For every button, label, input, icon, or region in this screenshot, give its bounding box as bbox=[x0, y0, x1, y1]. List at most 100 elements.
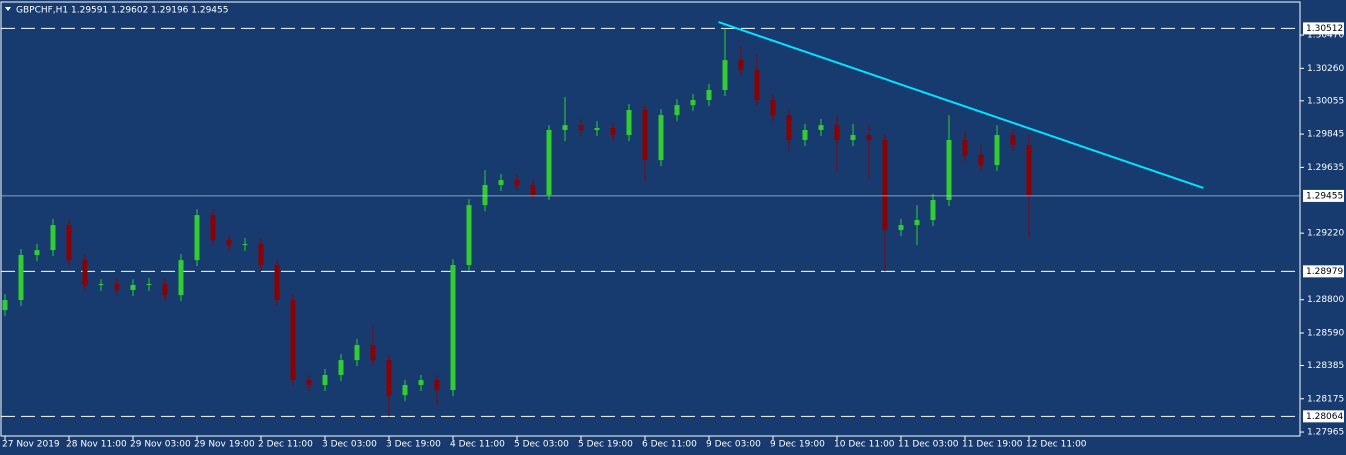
candle-body bbox=[946, 139, 952, 201]
candle-body bbox=[306, 380, 312, 385]
candle-body bbox=[258, 244, 264, 266]
candle-body bbox=[530, 184, 536, 195]
candle-body bbox=[370, 345, 376, 361]
candle-body bbox=[178, 260, 184, 296]
x-tick-label: 28 Nov 11:00 bbox=[66, 440, 127, 450]
candle-body bbox=[722, 60, 728, 91]
x-tick-label: 5 Dec 03:00 bbox=[514, 440, 569, 450]
candle-body bbox=[82, 260, 88, 285]
candle-body bbox=[18, 255, 24, 301]
y-tick-label: 1.28175 bbox=[1307, 394, 1344, 404]
candle-body bbox=[866, 135, 872, 140]
candle-body bbox=[994, 135, 1000, 166]
chart-title: GBPCHF,H1 1.29591 1.29602 1.29196 1.2945… bbox=[16, 6, 228, 16]
x-tick-label: 5 Dec 19:00 bbox=[578, 440, 633, 450]
candle-body bbox=[418, 380, 424, 385]
candle-body bbox=[786, 115, 792, 140]
candle-body bbox=[66, 225, 72, 261]
candle-body bbox=[610, 128, 616, 136]
candle-body bbox=[354, 345, 360, 361]
y-tick-label: 1.30470 bbox=[1307, 31, 1344, 41]
candle-body bbox=[386, 360, 392, 396]
candle-body bbox=[594, 128, 600, 130]
candle-body bbox=[1026, 145, 1032, 196]
candle-body bbox=[34, 250, 40, 256]
x-tick-label: 6 Dec 11:00 bbox=[642, 440, 697, 450]
trendline bbox=[718, 21, 1204, 189]
candle-body bbox=[226, 240, 232, 246]
candle-body bbox=[898, 225, 904, 230]
candle-body bbox=[322, 374, 328, 385]
candle-body bbox=[850, 135, 856, 140]
y-tick-label: 1.29635 bbox=[1307, 163, 1344, 173]
candle-body bbox=[514, 180, 520, 185]
candle-body bbox=[98, 284, 104, 286]
candle-body bbox=[626, 110, 632, 136]
x-tick-label: 9 Dec 03:00 bbox=[706, 440, 761, 450]
price-label: 1.29455 bbox=[1306, 191, 1343, 201]
x-tick-label: 9 Dec 19:00 bbox=[770, 440, 825, 450]
x-tick-label: 27 Nov 2019 bbox=[2, 440, 60, 450]
x-tick-label: 3 Dec 03:00 bbox=[322, 440, 377, 450]
y-tick-label: 1.29845 bbox=[1307, 130, 1344, 140]
price-label: 1.28979 bbox=[1306, 267, 1343, 277]
candle-body bbox=[482, 184, 488, 206]
candle-body bbox=[466, 205, 472, 266]
x-tick-label: 11 Dec 19:00 bbox=[962, 440, 1023, 450]
candle-body bbox=[242, 244, 248, 246]
candle-body bbox=[50, 225, 56, 251]
candle-body bbox=[546, 129, 552, 195]
candle-body bbox=[162, 284, 168, 296]
candle-body bbox=[2, 300, 8, 311]
price-label-box bbox=[1303, 410, 1344, 423]
y-tick-label: 1.28385 bbox=[1307, 361, 1344, 371]
candle-body bbox=[402, 384, 408, 396]
candle-body bbox=[818, 125, 824, 130]
candle-body bbox=[706, 90, 712, 101]
candle-body bbox=[802, 129, 808, 140]
candle-body bbox=[290, 300, 296, 381]
plot-frame bbox=[0, 1, 1301, 437]
x-tick-label: 29 Nov 03:00 bbox=[130, 440, 191, 450]
candle-body bbox=[450, 265, 456, 391]
y-tick-label: 1.27965 bbox=[1307, 428, 1344, 438]
y-tick-label: 1.28800 bbox=[1307, 295, 1344, 305]
candle-body bbox=[930, 200, 936, 220]
candle-body bbox=[274, 265, 280, 301]
x-tick-label: 4 Dec 11:00 bbox=[450, 440, 505, 450]
candle-body bbox=[194, 215, 200, 261]
y-tick-label: 1.29220 bbox=[1307, 229, 1344, 239]
candle-body bbox=[210, 215, 216, 241]
candle-body bbox=[834, 125, 840, 140]
candle-body bbox=[738, 60, 744, 71]
candle-body bbox=[962, 139, 968, 156]
candle-body bbox=[562, 125, 568, 130]
candle-body bbox=[914, 220, 920, 226]
price-label-box bbox=[1303, 189, 1344, 202]
price-label: 1.30512 bbox=[1306, 24, 1343, 34]
y-tick-label: 1.28590 bbox=[1307, 328, 1344, 338]
candle-body bbox=[658, 115, 664, 161]
y-tick-label: 1.30260 bbox=[1307, 64, 1344, 74]
price-label: 1.28064 bbox=[1306, 412, 1343, 422]
candle-body bbox=[674, 105, 680, 116]
candle-body bbox=[1010, 135, 1016, 146]
price-label-box bbox=[1303, 265, 1344, 278]
candle-body bbox=[754, 70, 760, 101]
x-tick-label: 2 Dec 11:00 bbox=[258, 440, 313, 450]
x-tick-label: 10 Dec 11:00 bbox=[834, 440, 895, 450]
x-tick-label: 29 Nov 19:00 bbox=[194, 440, 255, 450]
candle-body bbox=[770, 100, 776, 116]
candle-body bbox=[498, 180, 504, 185]
candle-body bbox=[882, 139, 888, 230]
candle-body bbox=[338, 360, 344, 375]
x-tick-label: 12 Dec 11:00 bbox=[1026, 440, 1087, 450]
candle-body bbox=[578, 125, 584, 130]
candle-body bbox=[114, 284, 120, 291]
y-tick-label: 1.30055 bbox=[1307, 96, 1344, 106]
menu-arrow bbox=[5, 7, 11, 11]
price-label-box bbox=[1303, 22, 1344, 35]
